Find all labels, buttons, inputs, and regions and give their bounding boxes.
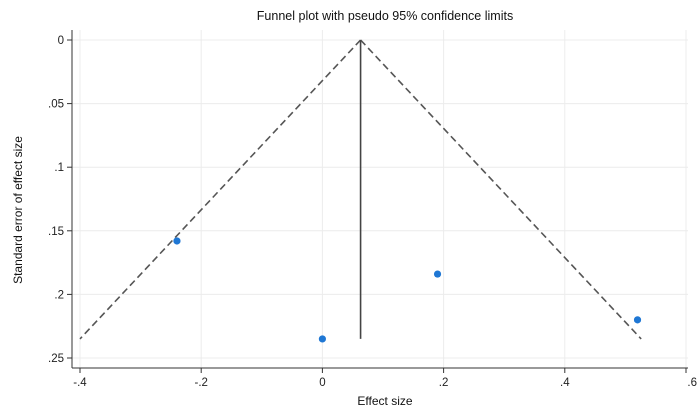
x-tick-label: .6 xyxy=(687,377,697,389)
x-axis-label: Effect size xyxy=(357,394,412,408)
y-tick-label: 0 xyxy=(58,35,64,47)
y-tick-label: .05 xyxy=(48,99,64,111)
y-axis-label: Standard error of effect size xyxy=(11,136,25,284)
data-point xyxy=(173,237,181,245)
y-tick-label: .1 xyxy=(54,162,64,174)
x-tick-label: -.4 xyxy=(73,377,87,389)
data-point xyxy=(633,316,642,324)
x-tick-label: 0 xyxy=(319,377,325,389)
x-tick-label: .2 xyxy=(439,377,449,389)
y-tick-label: .2 xyxy=(54,289,64,301)
data-points xyxy=(173,237,642,343)
x-tick-label: .4 xyxy=(560,377,570,389)
confidence-limits xyxy=(79,39,642,340)
data-point xyxy=(433,270,442,278)
upper-confidence-limit-line xyxy=(359,39,642,340)
data-point xyxy=(318,335,326,343)
y-tick-label: .25 xyxy=(48,353,64,365)
lower-confidence-limit-line xyxy=(79,39,362,340)
grid xyxy=(72,30,688,368)
chart-title: Funnel plot with pseudo 95% confidence l… xyxy=(257,9,513,23)
x-tick-label: -.2 xyxy=(194,377,207,389)
y-tick-label: .15 xyxy=(48,226,64,238)
axes: 0 .05 .1 .15 .2 .25 -.4 -.2 0 .2 .4 .6 xyxy=(48,30,697,389)
